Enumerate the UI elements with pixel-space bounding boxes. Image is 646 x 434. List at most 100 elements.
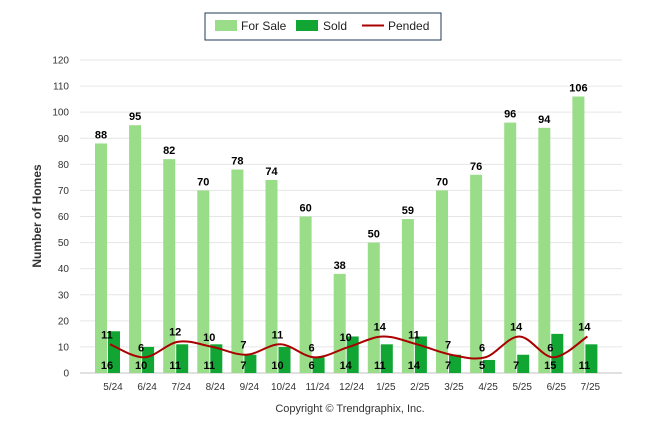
x-tick-label: 8/24	[206, 382, 226, 393]
y-tick-label: 10	[58, 342, 70, 353]
legend-swatch-sold	[296, 20, 318, 31]
label-pended: 14	[510, 321, 523, 333]
label-sold: 7	[240, 360, 246, 372]
label-for-sale: 106	[569, 83, 587, 95]
label-pended: 12	[169, 327, 181, 339]
x-tick-label: 12/24	[339, 382, 364, 393]
y-tick-label: 20	[58, 316, 70, 327]
y-axis-ticks: 0 10 20 30 40 50 60 70 80 90 100 110 120	[52, 56, 69, 380]
pended-line	[109, 335, 588, 360]
label-sold: 11	[203, 360, 215, 372]
label-sold: 7	[513, 360, 519, 372]
bar-for-sale	[95, 143, 107, 373]
bar-sold	[176, 344, 189, 373]
label-sold: 10	[271, 360, 283, 372]
label-for-sale: 50	[368, 229, 380, 241]
label-sold: 11	[579, 360, 591, 372]
y-tick-label: 120	[52, 56, 69, 67]
x-tick-label: 2/25	[410, 382, 430, 393]
bar-for-sale	[299, 216, 312, 373]
bar-for-sale	[401, 219, 414, 373]
y-tick-label: 30	[58, 290, 70, 301]
bar-sold	[551, 333, 564, 373]
x-tick-label: 6/25	[547, 382, 567, 393]
label-sold: 16	[101, 360, 113, 372]
label-for-sale: 94	[538, 114, 551, 126]
bar-for-sale	[436, 190, 448, 373]
label-pended: 6	[547, 342, 553, 354]
bar-for-sale	[197, 190, 210, 373]
label-sold: 10	[135, 360, 147, 372]
label-for-sale: 95	[129, 111, 141, 123]
y-tick-label: 100	[52, 108, 69, 119]
y-tick-label: 110	[53, 82, 69, 93]
bar-for-sale	[367, 242, 380, 373]
label-for-sale: 70	[436, 176, 448, 188]
label-pended: 10	[203, 332, 215, 344]
label-pended: 6	[479, 342, 485, 354]
label-pended: 14	[578, 321, 591, 333]
y-tick-label: 40	[58, 264, 70, 275]
label-pended: 6	[138, 342, 144, 354]
label-for-sale: 60	[299, 203, 311, 215]
legend-swatch-for-sale	[215, 20, 237, 31]
bar-sold	[210, 344, 223, 373]
bar-for-sale	[504, 122, 517, 373]
y-tick-label: 80	[58, 160, 70, 171]
label-sold: 6	[309, 360, 315, 372]
label-for-sale: 70	[197, 176, 209, 188]
label-sold: 14	[408, 360, 421, 372]
label-pended: 6	[309, 342, 315, 354]
label-sold: 11	[169, 360, 181, 372]
bar-sold	[517, 354, 530, 373]
label-for-sale: 74	[265, 166, 278, 178]
label-for-sale: 82	[163, 145, 175, 157]
bar-sold	[449, 354, 461, 373]
label-for-sale: 88	[95, 129, 107, 141]
x-tick-label: 11/24	[305, 382, 330, 393]
x-tick-label: 7/24	[171, 382, 191, 393]
legend-label-pended: Pended	[388, 19, 429, 33]
label-for-sale: 59	[402, 205, 414, 217]
label-pended: 11	[101, 329, 113, 341]
bar-for-sale	[129, 125, 142, 373]
legend-label-for-sale: For Sale	[241, 19, 287, 33]
bar-sold	[380, 344, 393, 373]
label-sold: 14	[340, 360, 353, 372]
x-tick-label: 4/25	[478, 382, 498, 393]
label-sold: 7	[445, 360, 451, 372]
label-pended: 7	[240, 340, 246, 352]
x-tick-label: 7/25	[581, 382, 601, 393]
bar-sold	[278, 346, 291, 373]
y-tick-label: 50	[58, 238, 70, 249]
label-pended: 14	[374, 321, 387, 333]
bar-for-sale	[333, 273, 346, 373]
label-for-sale: 76	[470, 161, 482, 173]
bar-for-sale	[470, 174, 483, 373]
label-for-sale: 38	[334, 260, 346, 272]
label-pended: 11	[408, 329, 420, 341]
bar-sold	[142, 346, 155, 373]
label-pended: 11	[272, 329, 284, 341]
bar-sold	[244, 354, 257, 373]
copyright-credit: Copyright © Trendgraphix, Inc.	[275, 403, 424, 415]
bar-for-sale	[265, 179, 278, 373]
label-for-sale: 96	[504, 109, 516, 121]
bar-sold	[312, 357, 325, 373]
bar-for-sale	[572, 96, 585, 374]
data-labels: 88 11 16 95 6 10 82 12 11 70 10 11 78 7 7 74 11 10 60 6 6 38 1…	[95, 83, 592, 372]
y-tick-label: 0	[63, 369, 69, 380]
legend-box	[204, 12, 442, 41]
x-tick-label: 1/25	[376, 382, 396, 393]
bars	[95, 96, 598, 374]
label-sold: 15	[544, 360, 556, 372]
label-pended: 7	[445, 340, 451, 352]
x-tick-label: 10/24	[271, 382, 296, 393]
x-tick-label: 3/25	[444, 382, 464, 393]
x-tick-label: 5/24	[103, 382, 123, 393]
label-sold: 11	[374, 360, 386, 372]
y-tick-label: 60	[58, 212, 70, 223]
legend-label-sold: Sold	[323, 19, 347, 33]
